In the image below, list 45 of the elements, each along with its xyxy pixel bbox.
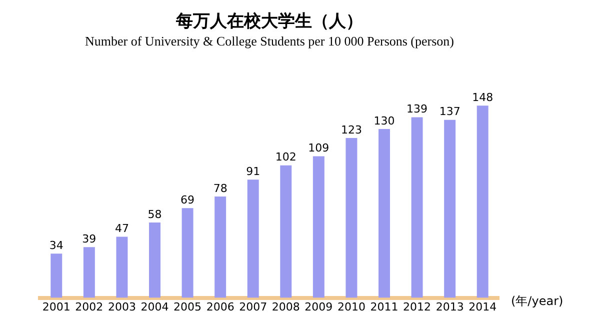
bar bbox=[214, 196, 226, 298]
chart-subtitle: Number of University & College Students per 10 000 Persons (person) bbox=[84, 34, 454, 49]
bar bbox=[182, 208, 194, 298]
data-label: 130 bbox=[374, 114, 395, 128]
chart-title: 每万人在校大学生（人） bbox=[175, 12, 363, 32]
data-label: 137 bbox=[439, 105, 460, 118]
data-label: 102 bbox=[275, 150, 296, 164]
bar bbox=[378, 128, 390, 298]
x-tick-label: 2006 bbox=[206, 300, 234, 314]
bar bbox=[116, 236, 128, 298]
bar bbox=[312, 156, 324, 298]
bar bbox=[280, 165, 292, 298]
bar bbox=[346, 138, 358, 298]
bar bbox=[476, 106, 488, 298]
bar bbox=[83, 247, 95, 298]
data-label: 69 bbox=[180, 194, 195, 207]
x-tick-label: 2011 bbox=[370, 300, 398, 314]
data-label: 109 bbox=[308, 142, 330, 155]
x-tick-label: 2002 bbox=[75, 300, 104, 314]
data-label: 58 bbox=[148, 208, 162, 221]
data-label: 39 bbox=[82, 232, 96, 246]
data-label: 91 bbox=[246, 164, 260, 178]
x-tick-label: 2008 bbox=[272, 300, 300, 314]
x-tick-label: 2007 bbox=[239, 300, 268, 314]
data-label: 123 bbox=[340, 123, 362, 136]
bar bbox=[50, 254, 62, 298]
x-tick-label: 2003 bbox=[108, 300, 136, 314]
x-tick-label: 2001 bbox=[42, 300, 70, 314]
data-label: 148 bbox=[472, 90, 494, 104]
data-label: 34 bbox=[49, 239, 64, 252]
bar bbox=[149, 222, 160, 298]
x-tick-label: 2005 bbox=[174, 300, 202, 314]
x-tick-label: 2010 bbox=[337, 300, 366, 314]
x-tick-label: 2004 bbox=[140, 300, 169, 314]
x-tick-label: 2012 bbox=[403, 300, 432, 314]
bar bbox=[411, 117, 423, 298]
data-label: 78 bbox=[213, 182, 228, 195]
x-tick-label: 2013 bbox=[436, 300, 464, 314]
data-label: 139 bbox=[406, 102, 428, 116]
x-axis-title: (年/year) bbox=[511, 294, 564, 308]
bar bbox=[247, 180, 259, 298]
data-label: 47 bbox=[114, 222, 129, 236]
x-tick-label: 2014 bbox=[468, 300, 497, 314]
bar bbox=[444, 120, 456, 298]
x-tick-label: 2009 bbox=[304, 300, 333, 314]
